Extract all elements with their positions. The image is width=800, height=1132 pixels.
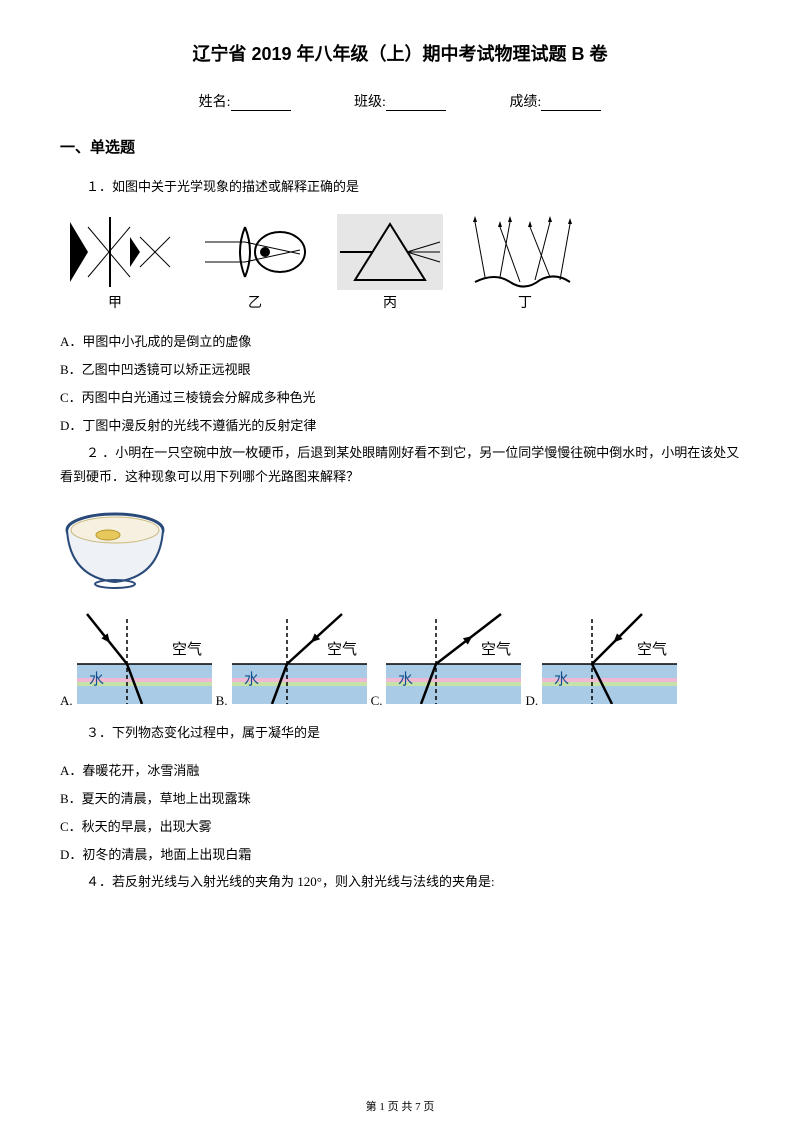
q2-options-row: A. 空气水 B. 空气水 C. 空气水 D. 空气水 [60,609,740,709]
q2-figure-d: 空气水 [542,609,677,704]
q2-figure-a: 空气水 [77,609,212,704]
svg-text:丁: 丁 [518,296,532,311]
svg-text:乙: 乙 [248,295,262,311]
q1-figure-row: 甲 乙 丙 [60,212,740,317]
q1-opt-b: B．乙图中凹透镜可以矫正远视眼 [60,357,740,383]
name-blank[interactable] [231,95,291,111]
q3-text: ３．下列物态变化过程中，属于凝华的是 [60,721,740,746]
q3-opt-d: D．初冬的清晨，地面上出现白霜 [60,842,740,868]
name-field: 姓名: [199,91,291,111]
q2-label-b: B. [216,693,228,709]
page-footer: 第 1 页 共 7 页 [0,1098,800,1114]
name-label: 姓名: [199,95,231,110]
section-1-heading: 一、单选题 [60,136,740,157]
bowl-coin-figure [60,502,170,592]
q1-opt-a: A．甲图中小孔成的是倒立的虚像 [60,329,740,355]
svg-text:甲: 甲 [108,296,122,311]
class-blank[interactable] [386,95,446,111]
q1-text: １．如图中关于光学现象的描述或解释正确的是 [60,175,740,200]
q3-opt-c: C．秋天的早晨，出现大雾 [60,814,740,840]
q4-text: ４．若反射光线与入射光线的夹角为 120°，则入射光线与法线的夹角是: [60,870,740,895]
svg-text:空气: 空气 [481,641,511,658]
q2-figure-b: 空气水 [232,609,367,704]
svg-text:水: 水 [398,671,413,688]
svg-text:水: 水 [554,671,569,688]
student-info-row: 姓名: 班级: 成绩: [60,91,740,111]
q1-opt-d: D．丁图中漫反射的光线不遵循光的反射定律 [60,413,740,439]
q3-opt-b: B．夏天的清晨，草地上出现露珠 [60,786,740,812]
q1-opt-c: C．丙图中白光通过三棱镜会分解成多种色光 [60,385,740,411]
q2-label-d: D. [525,693,538,709]
q2-figure-c: 空气水 [386,609,521,704]
svg-text:丙: 丙 [383,296,397,311]
score-field: 成绩: [509,91,601,111]
exam-title: 辽宁省 2019 年八年级（上）期中考试物理试题 B 卷 [60,40,740,66]
q2-label-c: C. [371,693,383,709]
q1-optics-figures: 甲 乙 丙 [60,212,580,312]
svg-text:水: 水 [244,671,259,688]
score-label: 成绩: [509,95,541,110]
q2-text: ２ ．小明在一只空碗中放一枚硬币，后退到某处眼睛刚好看不到它，另一位同学慢慢往碗… [60,441,740,490]
svg-text:空气: 空气 [637,641,667,658]
score-blank[interactable] [541,95,601,111]
svg-text:空气: 空气 [172,641,202,658]
q3-opt-a: A．春暖花开，冰雪消融 [60,758,740,784]
svg-text:水: 水 [89,671,104,688]
svg-text:空气: 空气 [327,641,357,658]
class-field: 班级: [354,91,446,111]
q2-bowl-figure [60,502,740,597]
class-label: 班级: [354,95,386,110]
q2-label-a: A. [60,693,73,709]
